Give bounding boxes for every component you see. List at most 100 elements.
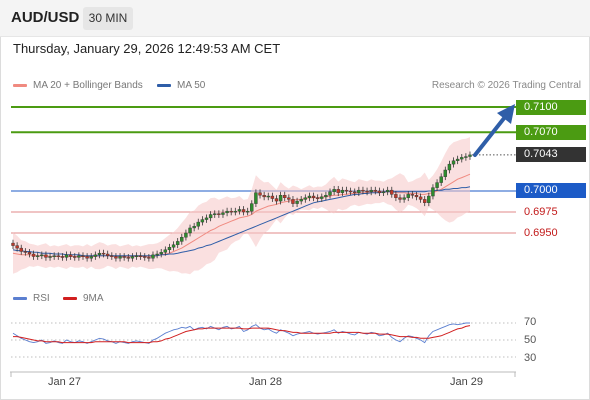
candle-body <box>101 252 106 255</box>
candle-body <box>27 252 32 255</box>
candle-body <box>11 242 15 246</box>
candle-body <box>435 182 439 188</box>
candle-body <box>423 199 427 203</box>
candle-body <box>390 189 394 195</box>
candle-body <box>233 210 238 213</box>
price-tag-0.7070: 0.7070 <box>516 125 586 140</box>
candle-body <box>175 241 180 245</box>
candle-body <box>40 254 44 257</box>
candle-body <box>406 194 410 198</box>
candle-body <box>237 209 242 212</box>
candle-body <box>229 210 233 213</box>
candle-body <box>369 189 373 193</box>
candle-body <box>122 256 126 258</box>
candle-body <box>68 254 73 257</box>
candle-body <box>464 156 468 158</box>
candle-body <box>427 195 431 203</box>
research-credit: Research © 2026 Trading Central <box>431 80 581 91</box>
candle-body <box>85 256 89 259</box>
candle-body <box>36 255 40 257</box>
candle-body <box>151 254 155 259</box>
candles <box>11 151 472 262</box>
candle-body <box>262 194 266 198</box>
price-tag-0.6975: 0.6975 <box>524 206 558 218</box>
candle-body <box>266 195 270 198</box>
candle-body <box>295 200 299 204</box>
candle-body <box>336 189 340 193</box>
rsi-ma-label: 9MA <box>83 293 104 304</box>
candle-body <box>287 197 291 200</box>
symbol-title: AUD/USD <box>11 9 80 26</box>
candle-body <box>357 189 361 193</box>
candle-body <box>410 194 415 196</box>
price-tag-current: 0.7043 <box>516 147 586 162</box>
rsi-level-30: 30 <box>524 352 537 364</box>
candle-body <box>377 190 382 193</box>
candle-body <box>52 255 56 257</box>
candle-body <box>394 194 398 198</box>
chart-header: AUD/USD 30 MIN <box>0 0 590 37</box>
rsi-label: RSI <box>33 293 50 304</box>
price-tag-0.7100: 0.7100 <box>516 100 586 115</box>
candle-body <box>180 236 184 242</box>
candle-body <box>31 253 36 257</box>
rsi-line <box>12 322 470 344</box>
candle-body <box>44 254 48 258</box>
candle-body <box>225 210 229 214</box>
candle-body <box>373 189 378 192</box>
rsi-ma-swatch <box>63 296 77 300</box>
candle-body <box>455 158 460 161</box>
candle-body <box>126 257 130 259</box>
candle-body <box>184 232 188 238</box>
candle-body <box>188 227 192 234</box>
timeframe-badge[interactable]: 30 MIN <box>83 7 133 30</box>
ma50-label: MA 50 <box>177 80 206 91</box>
candle-body <box>208 214 213 219</box>
candle-body <box>56 255 60 257</box>
candle-body <box>258 192 262 196</box>
candle-body <box>283 194 287 198</box>
rsi-level-70: 70 <box>524 316 537 328</box>
candle-body <box>217 213 221 215</box>
legend-rsi-ma: 9MA <box>63 293 104 304</box>
ma20-swatch <box>13 83 27 87</box>
candle-body <box>163 249 168 253</box>
candle-body <box>311 195 316 198</box>
rsi-ma-line <box>13 325 471 344</box>
candle-body <box>291 199 295 204</box>
candle-body <box>344 189 349 192</box>
candle-body <box>402 197 406 200</box>
candle-body <box>15 245 19 249</box>
candle-body <box>348 190 353 193</box>
candle-body <box>418 196 423 200</box>
candle-body <box>130 256 135 259</box>
candle-body <box>241 209 246 213</box>
candle-body <box>328 191 332 196</box>
candle-body <box>221 212 225 215</box>
ma50-swatch <box>157 83 171 87</box>
candle-body <box>73 256 77 258</box>
legend-ma50: MA 50 <box>157 80 205 91</box>
candle-body <box>134 255 139 257</box>
candle-body <box>97 252 102 256</box>
arrow-shaft <box>473 115 507 157</box>
candle-body <box>77 255 81 258</box>
candle-body <box>93 254 98 257</box>
candle-body <box>443 169 447 177</box>
candle-body <box>278 194 283 202</box>
x-tick-jan29: Jan 29 <box>450 376 484 388</box>
price-tag-0.6950: 0.6950 <box>524 227 558 239</box>
candle-body <box>447 163 452 171</box>
candle-body <box>138 255 143 257</box>
candle-body <box>204 217 209 220</box>
candle-body <box>167 247 172 250</box>
legend-rsi: RSI <box>13 293 50 304</box>
bollinger-band <box>13 137 470 275</box>
candle-body <box>254 192 258 204</box>
candle-body <box>270 195 275 199</box>
candle-body <box>299 199 303 202</box>
candle-body <box>192 226 196 229</box>
ma20-label: MA 20 + Bollinger Bands <box>33 80 143 91</box>
candle-body <box>381 191 386 194</box>
